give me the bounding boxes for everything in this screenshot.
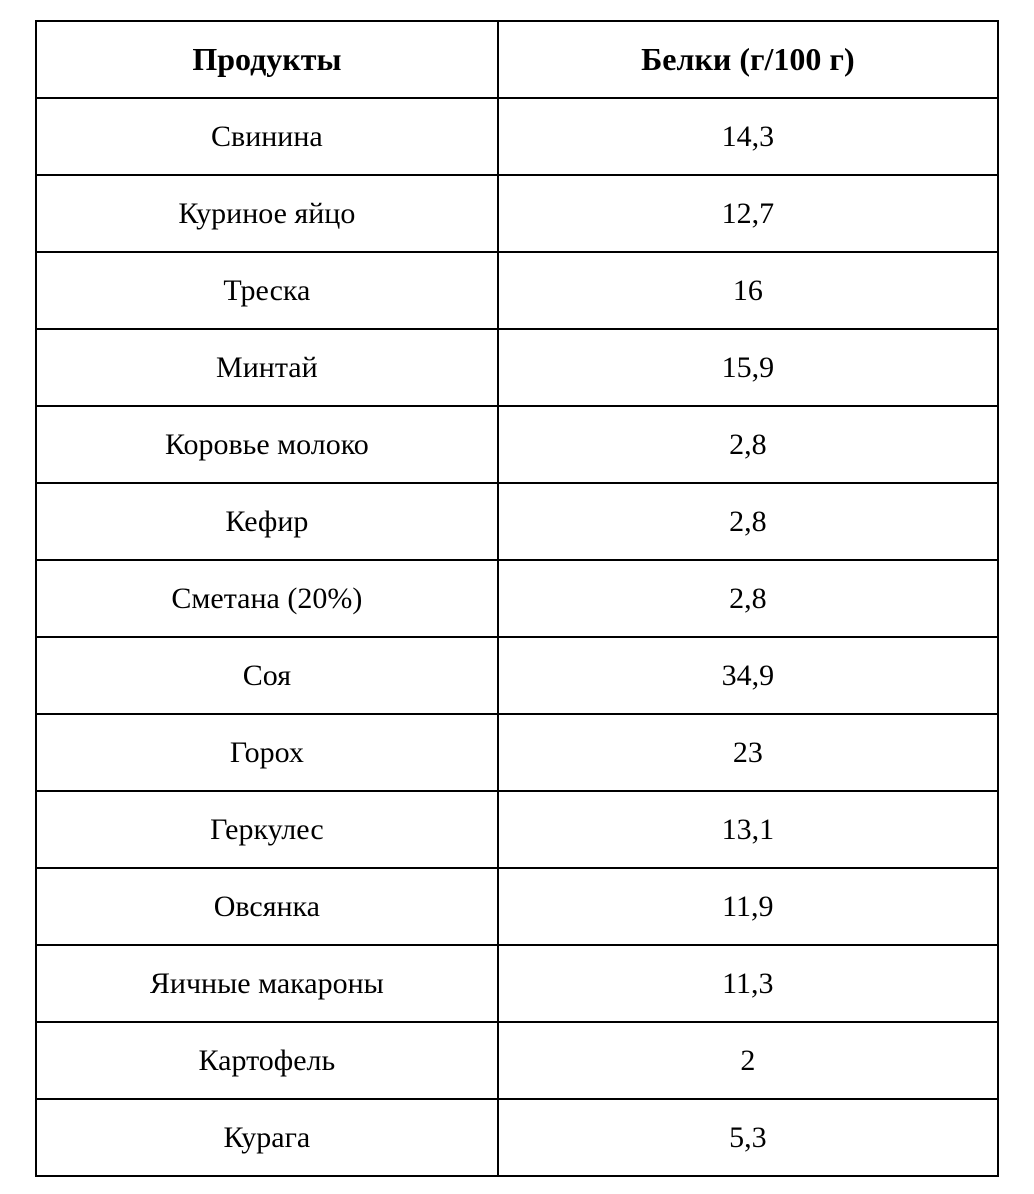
cell-value: 15,9 [498,329,998,406]
cell-product: Кефир [36,483,498,560]
cell-value: 23 [498,714,998,791]
cell-product: Сметана (20%) [36,560,498,637]
cell-product: Треска [36,252,498,329]
cell-value: 34,9 [498,637,998,714]
cell-value: 5,3 [498,1099,998,1176]
table-row: Куриное яйцо 12,7 [36,175,998,252]
cell-value: 2,8 [498,483,998,560]
cell-product: Куриное яйцо [36,175,498,252]
table-row: Коровье молоко 2,8 [36,406,998,483]
protein-content-table: Продукты Белки (г/100 г) Свинина 14,3 Ку… [35,20,999,1177]
cell-product: Свинина [36,98,498,175]
cell-value: 14,3 [498,98,998,175]
cell-value: 2 [498,1022,998,1099]
table-row: Минтай 15,9 [36,329,998,406]
cell-product: Минтай [36,329,498,406]
table-row: Яичные макароны 11,3 [36,945,998,1022]
cell-product: Картофель [36,1022,498,1099]
cell-product: Курага [36,1099,498,1176]
column-header-product: Продукты [36,21,498,98]
cell-product: Соя [36,637,498,714]
cell-value: 11,9 [498,868,998,945]
cell-value: 2,8 [498,560,998,637]
table-row: Картофель 2 [36,1022,998,1099]
cell-value: 16 [498,252,998,329]
table-row: Горох 23 [36,714,998,791]
cell-product: Овсянка [36,868,498,945]
table-row: Геркулес 13,1 [36,791,998,868]
cell-value: 12,7 [498,175,998,252]
cell-product: Горох [36,714,498,791]
table-row: Свинина 14,3 [36,98,998,175]
cell-product: Яичные макароны [36,945,498,1022]
cell-value: 11,3 [498,945,998,1022]
cell-value: 2,8 [498,406,998,483]
table-row: Курага 5,3 [36,1099,998,1176]
cell-product: Геркулес [36,791,498,868]
cell-product: Коровье молоко [36,406,498,483]
table-row: Овсянка 11,9 [36,868,998,945]
table-row: Сметана (20%) 2,8 [36,560,998,637]
cell-value: 13,1 [498,791,998,868]
table-row: Треска 16 [36,252,998,329]
column-header-protein: Белки (г/100 г) [498,21,998,98]
table-row: Кефир 2,8 [36,483,998,560]
table-header-row: Продукты Белки (г/100 г) [36,21,998,98]
table-row: Соя 34,9 [36,637,998,714]
